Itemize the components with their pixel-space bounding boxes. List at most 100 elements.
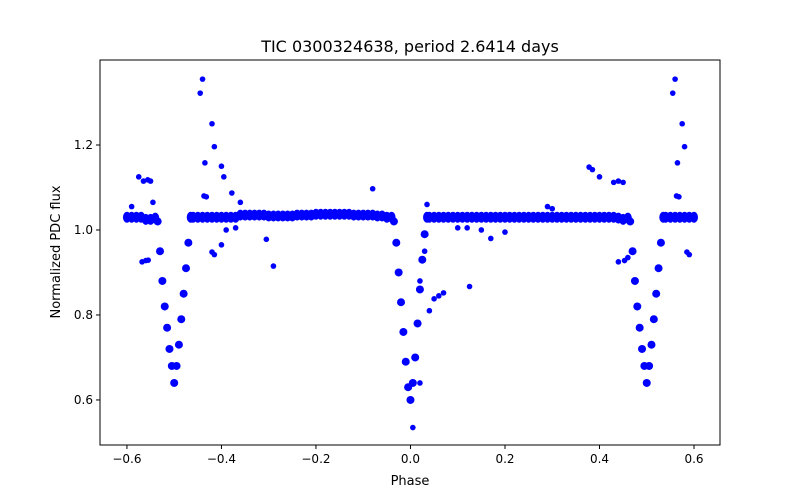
x-tick-label: −0.4 xyxy=(207,452,236,466)
outlier-point xyxy=(369,185,376,192)
data-point xyxy=(401,357,410,366)
outlier-point xyxy=(436,293,442,299)
data-point xyxy=(638,344,647,353)
data-point xyxy=(628,247,637,256)
outlier-point xyxy=(549,205,556,212)
data-point xyxy=(158,276,167,285)
outlier-point xyxy=(202,160,208,166)
x-tick-label: −0.6 xyxy=(112,452,141,466)
outlier-point xyxy=(478,227,485,233)
data-point xyxy=(420,230,429,239)
y-tick-label: 1.0 xyxy=(74,223,93,237)
outlier-point xyxy=(211,143,218,150)
outlier-point xyxy=(679,120,685,127)
data-point xyxy=(652,289,661,298)
outlier-point xyxy=(128,203,135,210)
outlier-point xyxy=(589,166,596,173)
data-point xyxy=(633,302,642,311)
outlier-point xyxy=(440,290,447,296)
x-tick-label: 0.6 xyxy=(684,452,703,466)
data-point xyxy=(397,298,406,307)
data-point xyxy=(649,315,658,324)
data-point xyxy=(406,395,415,404)
y-axis-label: Normalized PDC flux xyxy=(49,185,64,318)
outlier-point xyxy=(365,210,371,216)
outlier-point xyxy=(672,76,678,82)
outlier-point xyxy=(223,227,229,233)
outlier-point xyxy=(221,174,227,180)
data-point xyxy=(411,353,420,362)
data-point xyxy=(656,238,665,247)
data-point xyxy=(690,211,699,223)
x-tick-label: 0.4 xyxy=(590,452,609,466)
outlier-point xyxy=(620,179,626,186)
outlier-point xyxy=(410,424,416,431)
outlier-point xyxy=(454,225,461,231)
outlier-point xyxy=(676,194,682,200)
data-points xyxy=(122,76,699,431)
outlier-point xyxy=(417,380,423,386)
data-point xyxy=(645,361,654,370)
outlier-point xyxy=(211,251,218,258)
data-point xyxy=(654,264,663,273)
outlier-point xyxy=(232,225,239,231)
y-axis: 0.6 0.8 1.0 1.2 xyxy=(74,138,100,407)
outlier-point xyxy=(625,254,631,261)
outlier-point xyxy=(464,225,470,231)
outlier-point xyxy=(270,263,277,269)
outlier-point xyxy=(135,174,142,180)
outlier-point xyxy=(199,76,206,82)
data-point xyxy=(647,340,656,349)
outlier-point xyxy=(431,296,437,302)
outlier-point xyxy=(488,235,494,242)
x-tick-label: 0.0 xyxy=(401,452,420,466)
data-point xyxy=(399,327,408,336)
chart-title: TIC 0300324638, period 2.6414 days xyxy=(260,37,559,56)
outlier-point xyxy=(218,163,225,170)
data-point xyxy=(174,340,183,349)
outlier-point xyxy=(426,307,433,314)
outlier-point xyxy=(229,190,235,196)
outlier-point xyxy=(466,283,473,290)
outlier-point xyxy=(669,90,676,96)
data-point xyxy=(392,238,401,247)
data-point xyxy=(182,264,191,273)
outlier-point xyxy=(203,194,210,200)
outlier-point xyxy=(263,236,270,243)
data-point xyxy=(408,378,417,387)
data-point xyxy=(156,247,165,256)
outlier-point xyxy=(140,178,147,184)
data-point xyxy=(153,217,162,226)
outlier-point xyxy=(209,120,215,127)
outlier-point xyxy=(681,143,688,150)
data-point xyxy=(172,361,181,370)
outlier-point xyxy=(674,160,681,166)
outlier-point xyxy=(686,251,693,258)
outlier-point xyxy=(150,199,156,206)
data-point xyxy=(413,319,422,328)
y-tick-label: 0.8 xyxy=(74,308,93,322)
data-point xyxy=(626,217,635,226)
data-point xyxy=(394,268,403,277)
data-point xyxy=(630,276,639,285)
outlier-point xyxy=(615,259,622,265)
data-point xyxy=(642,378,651,387)
data-point xyxy=(184,238,193,247)
outlier-point xyxy=(417,278,423,284)
outlier-point xyxy=(218,242,225,248)
data-point xyxy=(635,323,644,332)
outlier-point xyxy=(147,178,154,184)
data-point xyxy=(177,315,186,324)
data-point xyxy=(165,344,174,353)
outlier-point xyxy=(197,90,203,96)
outlier-point xyxy=(237,199,244,206)
outlier-point xyxy=(615,178,622,184)
data-point xyxy=(163,323,172,332)
y-tick-label: 0.6 xyxy=(74,393,93,407)
x-axis-label: Phase xyxy=(391,474,430,489)
data-point xyxy=(160,302,169,311)
outlier-point xyxy=(544,203,551,210)
data-point xyxy=(179,289,188,298)
